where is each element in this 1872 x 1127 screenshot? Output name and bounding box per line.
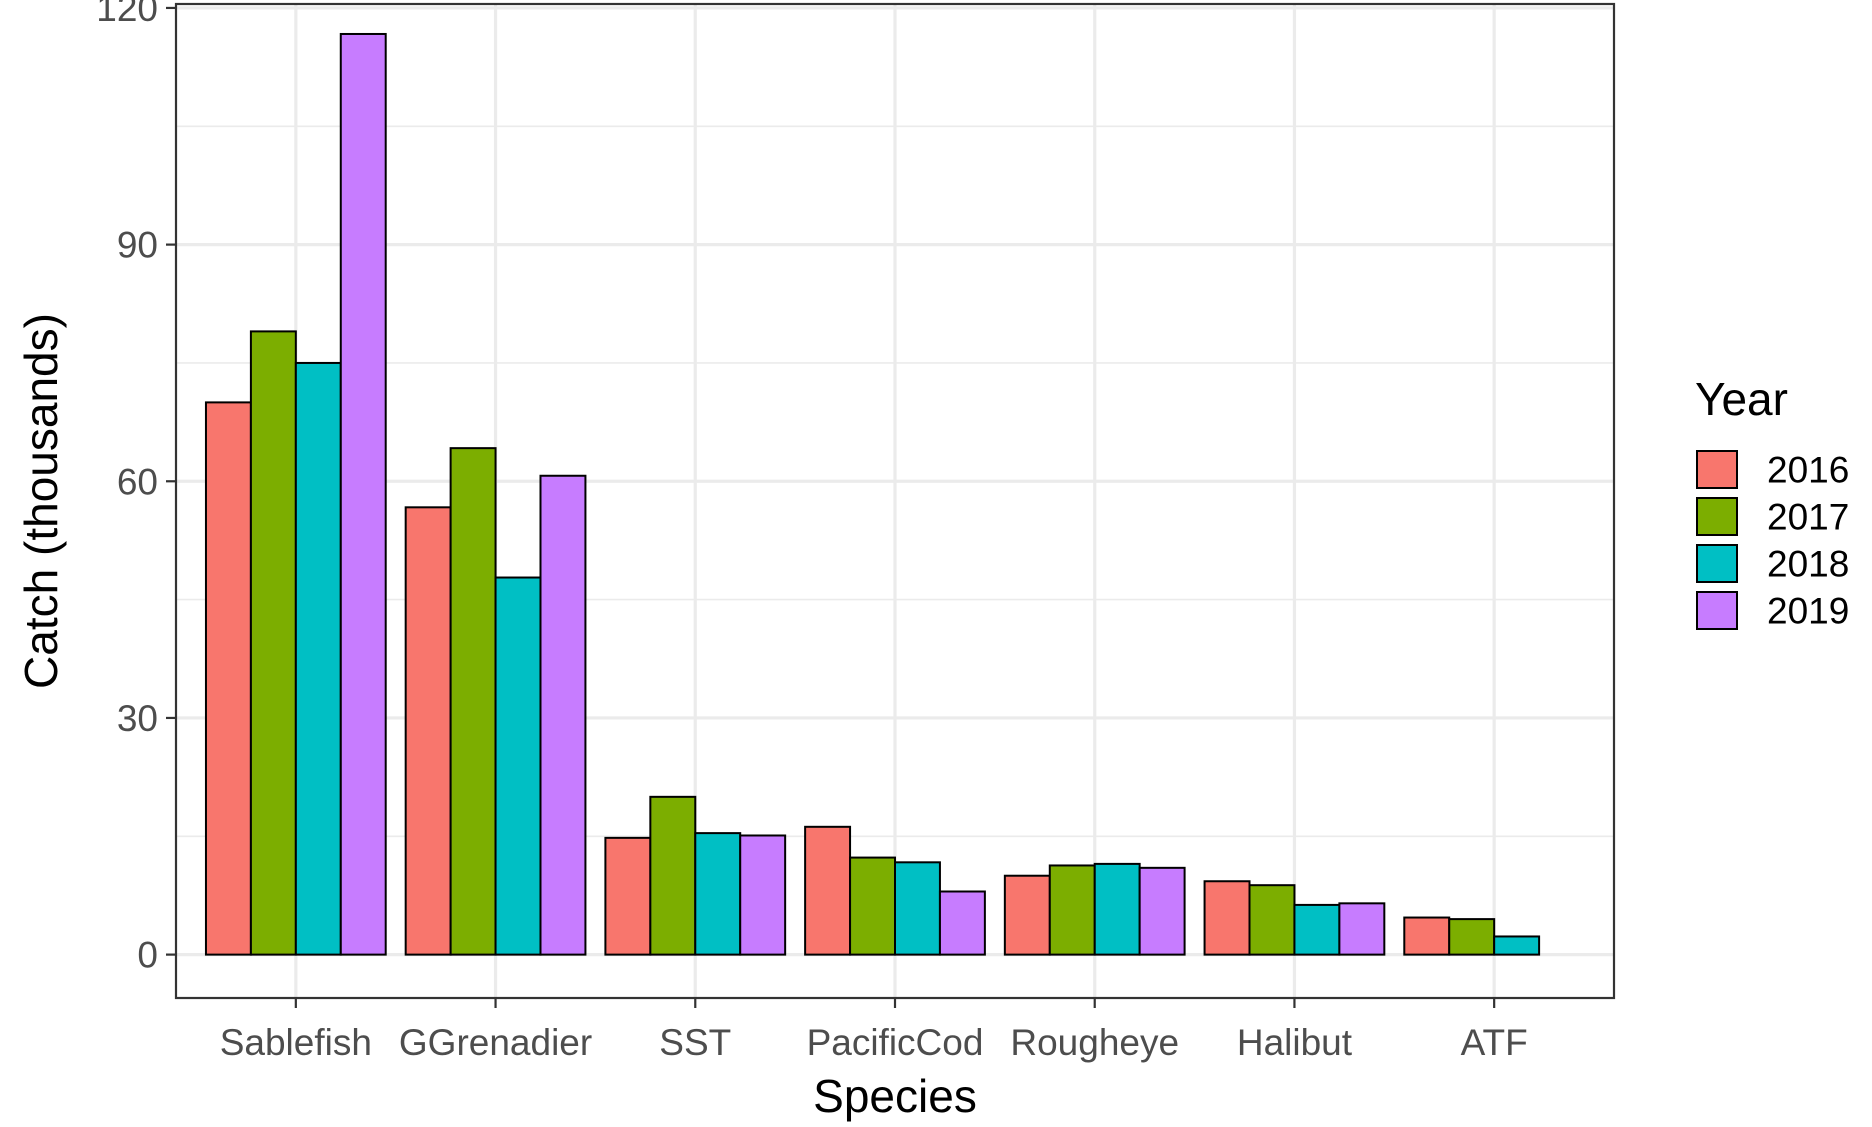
y-tick-label: 0 [137, 935, 158, 976]
bar [339, 32, 387, 956]
legend-label: 2017 [1767, 497, 1849, 538]
bar [1493, 935, 1541, 956]
bar [604, 836, 652, 956]
x-axis-title: Species [813, 1070, 977, 1122]
legend-key [1696, 544, 1738, 583]
legend-key [1696, 497, 1738, 536]
bar [1093, 862, 1141, 956]
bar [1338, 902, 1386, 956]
bar [739, 834, 787, 956]
y-tick-label: 30 [117, 698, 158, 739]
x-tick-label: PacificCod [807, 1022, 984, 1063]
bar [404, 506, 452, 956]
bar [1048, 864, 1096, 956]
bar [649, 795, 697, 956]
x-tick-label: Rougheye [1010, 1022, 1179, 1063]
bar [494, 576, 542, 956]
bar [449, 447, 497, 956]
legend-title: Year [1695, 373, 1788, 425]
x-axis: Sablefish GGrenadier SST PacificCod Rougheye… [220, 998, 1528, 1063]
y-axis: 0 30 60 90 120 [96, 0, 176, 976]
bar [849, 856, 896, 956]
bar [1448, 918, 1496, 956]
bar [1203, 880, 1251, 956]
legend-label: 2019 [1767, 591, 1849, 632]
y-axis-title: Catch (thousands) [15, 313, 67, 689]
y-tick-label: 120 [96, 0, 158, 29]
x-tick-label: ATF [1461, 1022, 1528, 1063]
bar [894, 861, 941, 956]
legend-label: 2016 [1767, 450, 1849, 491]
bar [804, 825, 852, 956]
bar [1003, 874, 1051, 956]
legend-label: 2018 [1767, 544, 1849, 585]
legend-key [1696, 450, 1738, 489]
y-tick-label: 90 [117, 225, 158, 266]
bars [204, 32, 1541, 956]
legend-key [1696, 591, 1738, 630]
bar [539, 474, 587, 956]
x-tick-label: SST [659, 1022, 731, 1063]
bar [294, 361, 342, 956]
bar [1138, 866, 1186, 956]
y-tick-label: 60 [117, 461, 158, 502]
bar [1248, 884, 1296, 956]
bar [694, 832, 742, 956]
bar [249, 330, 297, 956]
x-tick-label: Halibut [1237, 1022, 1353, 1063]
bar [938, 890, 986, 956]
legend: Year 2016 2017 2018 2019 [1695, 373, 1849, 632]
x-tick-label: Sablefish [220, 1022, 372, 1063]
bar [204, 401, 252, 956]
bar [1403, 916, 1451, 956]
bar [1293, 903, 1341, 956]
x-tick-label: GGrenadier [399, 1022, 592, 1063]
